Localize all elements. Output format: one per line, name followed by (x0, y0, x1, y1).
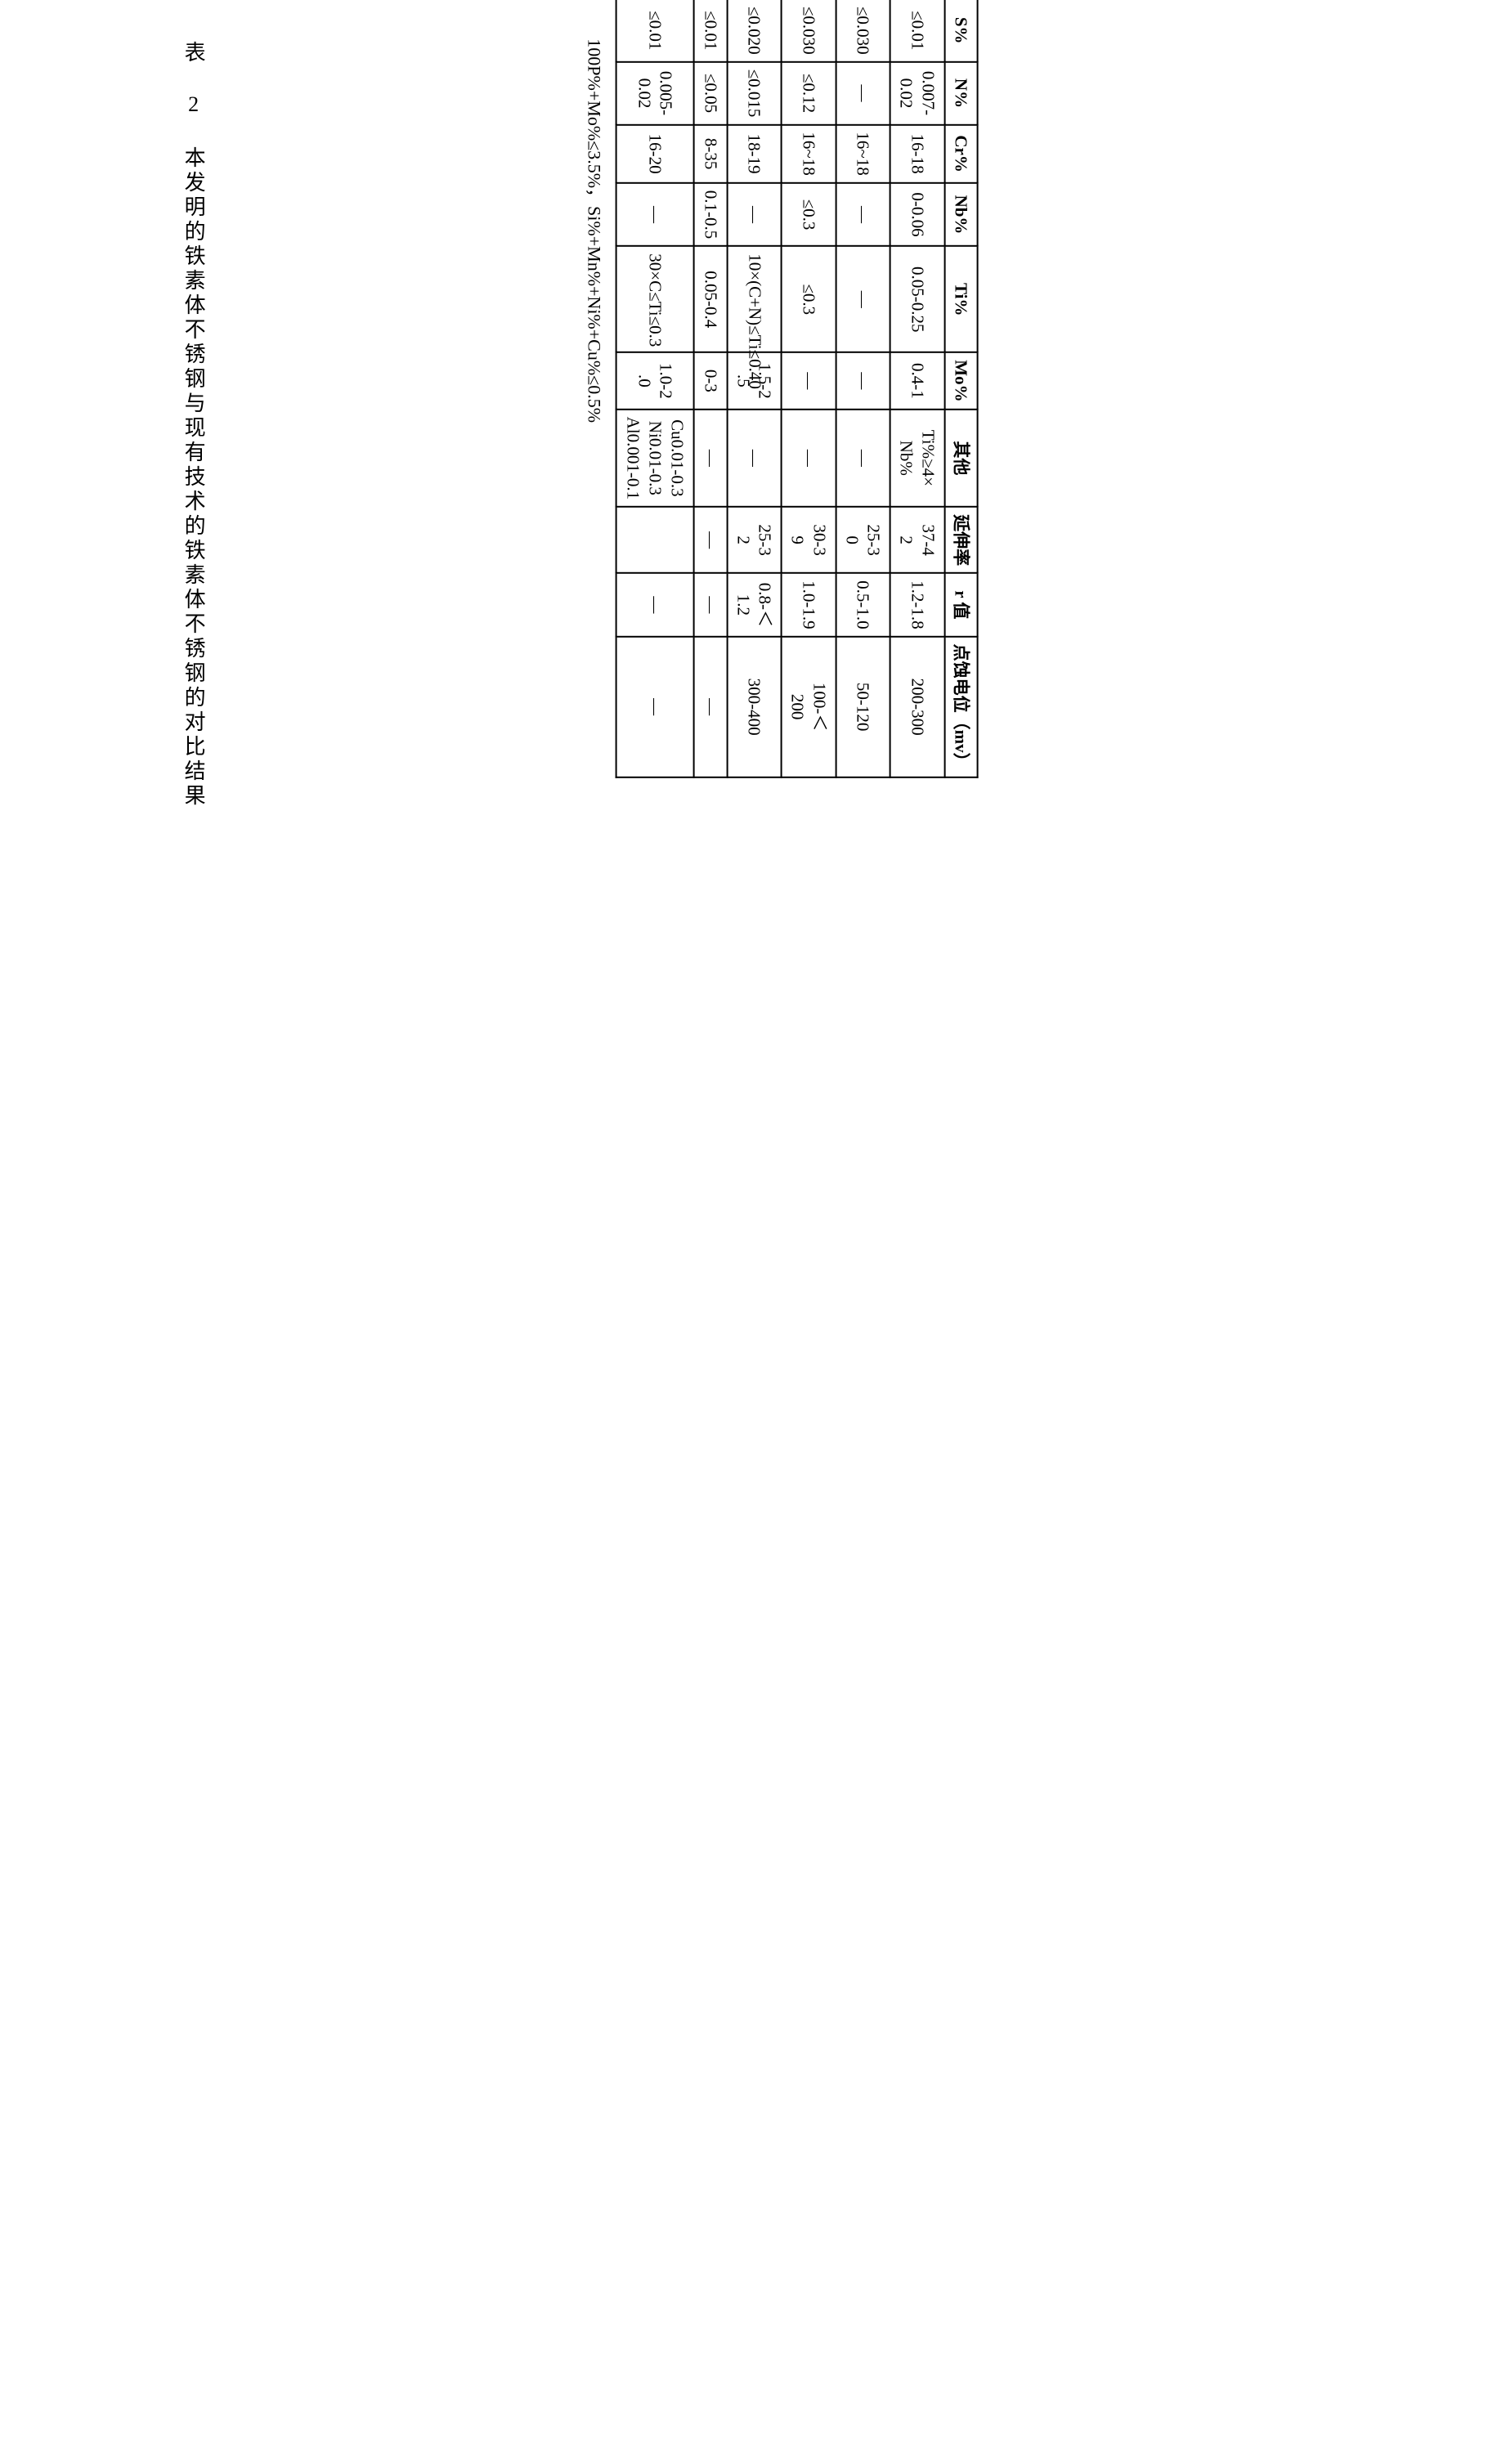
cell-Ti: 10×(C+N)≤Ti≤0.40 (727, 246, 782, 352)
cell-S: ≤0.01 (694, 0, 727, 62)
cell-elong: — (694, 507, 727, 573)
cell-Nb: — (616, 183, 694, 247)
cell-other: — (727, 410, 782, 508)
table-title: 表 2 本发明的铁素体不锈钢与现有技术的铁素体不锈钢的对比结果 (178, 33, 208, 809)
cell-Nb: 0-0.06 (890, 183, 945, 247)
cell-Ti: — (836, 246, 890, 352)
cell-N: ≤0.05 (694, 62, 727, 125)
col-other: 其他 (944, 410, 977, 508)
comparison-table: 编号 C% Si% Mn% P% S% N% Cr% Nb% Ti% Mo% 其… (615, 0, 978, 778)
cell-other: — (836, 410, 890, 508)
col-nb: Nb% (944, 183, 977, 247)
cell-pit: 50-120 (836, 637, 890, 777)
cell-elong: 25-32 (727, 507, 782, 573)
cell-Nb: — (727, 183, 782, 247)
header-row: 编号 C% Si% Mn% P% S% N% Cr% Nb% Ti% Mo% 其… (944, 0, 977, 777)
cell-Mo: 0-3 (694, 352, 727, 409)
cell-pit: — (694, 637, 727, 777)
cell-r: — (694, 573, 727, 637)
cell-Nb: 0.1-0.5 (694, 183, 727, 247)
table-row: D-1≤0.02≤0.75≤1.00≤0.035≤0.030—16~18————… (836, 0, 890, 777)
cell-Ti: ≤0.3 (782, 246, 836, 352)
cell-other: Ti%≥4×Nb% (890, 410, 945, 508)
cell-pit: 200-300 (890, 637, 945, 777)
cell-Cr: 16~18 (836, 124, 890, 182)
cell-other: — (782, 410, 836, 508)
cell-Cr: 8-35 (694, 124, 727, 182)
cell-N: ≤0.015 (727, 62, 782, 125)
cell-S: ≤0.020 (727, 0, 782, 62)
cell-S: ≤0.01 (890, 0, 945, 62)
col-n: N% (944, 62, 977, 125)
cell-Mo: 1.0-2.0 (616, 352, 694, 409)
col-r: r 值 (944, 573, 977, 637)
cell-Cr: 16-20 (616, 124, 694, 182)
cell-r: 0.8-＜1.2 (727, 573, 782, 637)
cell-Ti: 30×C≤Ti≤0.3 (616, 246, 694, 352)
cell-r: — (616, 573, 694, 637)
cell-r: 1.0-1.9 (782, 573, 836, 637)
col-ti: Ti% (944, 246, 977, 352)
cell-pit: 300-400 (727, 637, 782, 777)
table-row: D-4≤0.02≤0.8≤1.5≤0.05≤0.01≤0.058-350.1-0… (694, 0, 727, 777)
cell-other: Cu0.01-0.3Ni0.01-0.3Al0.001-0.1 (616, 410, 694, 508)
cell-Ti: 0.05-0.4 (694, 246, 727, 352)
col-pit: 点蚀电位（mv） (944, 637, 977, 777)
cell-Cr: 16~18 (782, 124, 836, 182)
cell-Ti: 0.05-0.25 (890, 246, 945, 352)
cell-pit: — (616, 637, 694, 777)
cell-Mo: 0.4-1 (890, 352, 945, 409)
cell-pit: 100-＜200 (782, 637, 836, 777)
table-row: 本发明0.005-0.020.3-0.60.2-0.4≤0.05≤0.010.0… (890, 0, 945, 777)
cell-Mo: — (836, 352, 890, 409)
cell-N: ≤0.12 (782, 62, 836, 125)
cell-elong: 37-42 (890, 507, 945, 573)
cell-elong (616, 507, 694, 573)
table-footnote: 100P%+Mo%≤3.5%，Si%+Mn%+Ni%+Cu%≤0.5% (582, 38, 608, 423)
cell-Cr: 18-19 (727, 124, 782, 182)
table-row: D-2≤0.12≤0.75≤1.00≤0.040≤0.030≤0.1216~18… (782, 0, 836, 777)
cell-Nb: — (836, 183, 890, 247)
cell-Mo: — (782, 352, 836, 409)
col-elong: 延伸率 (944, 507, 977, 573)
cell-r: 0.5-1.0 (836, 573, 890, 637)
cell-N: 0.005-0.02 (616, 62, 694, 125)
cell-S: ≤0.030 (836, 0, 890, 62)
cell-elong: 25-30 (836, 507, 890, 573)
cell-r: 1.2-1.8 (890, 573, 945, 637)
cell-Nb: ≤0.3 (782, 183, 836, 247)
cell-S: ≤0.01 (616, 0, 694, 62)
cell-other: — (694, 410, 727, 508)
table-row: D-3≤0.02≤0.8≤1.5≤0.030≤0.020≤0.01518-19—… (727, 0, 782, 777)
cell-S: ≤0.030 (782, 0, 836, 62)
col-mo: Mo% (944, 352, 977, 409)
table-row: D-50.03-0.01≤0.2≤0.20.005-0.02≤0.010.005… (616, 0, 694, 777)
col-cr: Cr% (944, 124, 977, 182)
col-s: S% (944, 0, 977, 62)
cell-N: 0.007-0.02 (890, 62, 945, 125)
cell-elong: 30-39 (782, 507, 836, 573)
cell-Cr: 16-18 (890, 124, 945, 182)
cell-N: — (836, 62, 890, 125)
